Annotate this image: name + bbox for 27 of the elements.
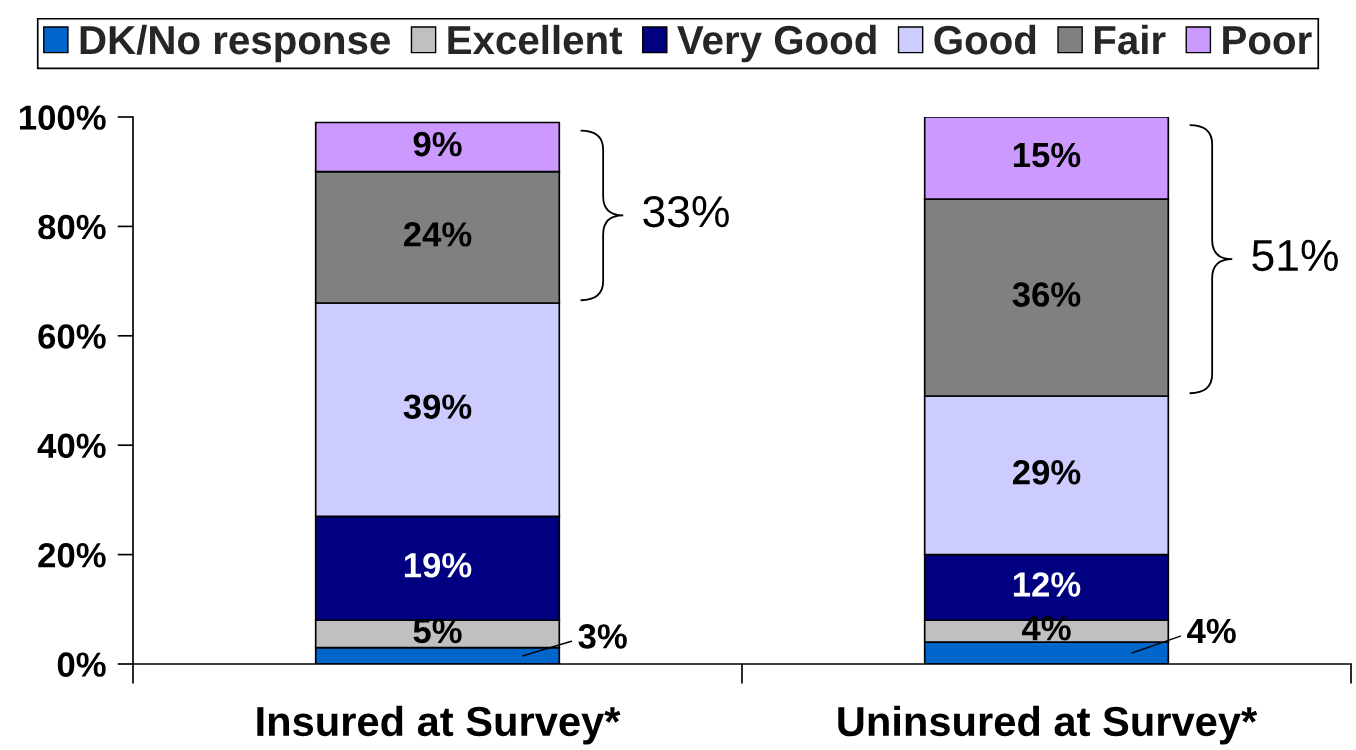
- y-tick-label: 20%: [38, 542, 106, 568]
- y-tick-label: 80%: [38, 214, 106, 240]
- y-tick-label: 60%: [38, 324, 106, 349]
- legend-label: Very Good: [677, 24, 876, 63]
- x-tick-label: Insured at Survey*: [257, 705, 621, 745]
- y-tick-label: 0%: [57, 652, 106, 677]
- legend-label: Fair: [1094, 24, 1166, 55]
- y-tick-label: 100%: [20, 105, 106, 130]
- legend-label: Good: [934, 24, 1036, 55]
- data-label: 19%: [404, 553, 472, 578]
- data-label: 29%: [1012, 460, 1081, 485]
- data-label: 3%: [578, 624, 627, 649]
- legend-label: Excellent: [448, 24, 623, 55]
- data-label: 12%: [1013, 572, 1081, 597]
- data-label: 24%: [403, 222, 472, 247]
- x-tick-label: Uninsured at Survey*: [838, 705, 1258, 745]
- data-label: 4%: [1021, 616, 1071, 641]
- annotation: 51%: [1252, 239, 1338, 272]
- data-label: 9%: [413, 131, 462, 157]
- legend-label: Poor: [1223, 26, 1312, 55]
- y-tick-label: 40%: [37, 433, 106, 459]
- legend-label: DK/No response: [80, 24, 390, 63]
- data-label: 39%: [403, 394, 472, 420]
- data-label: 36%: [1012, 282, 1081, 307]
- data-label: 15%: [1013, 142, 1081, 168]
- data-label: 4%: [1187, 618, 1236, 644]
- annotation: 33%: [643, 195, 729, 228]
